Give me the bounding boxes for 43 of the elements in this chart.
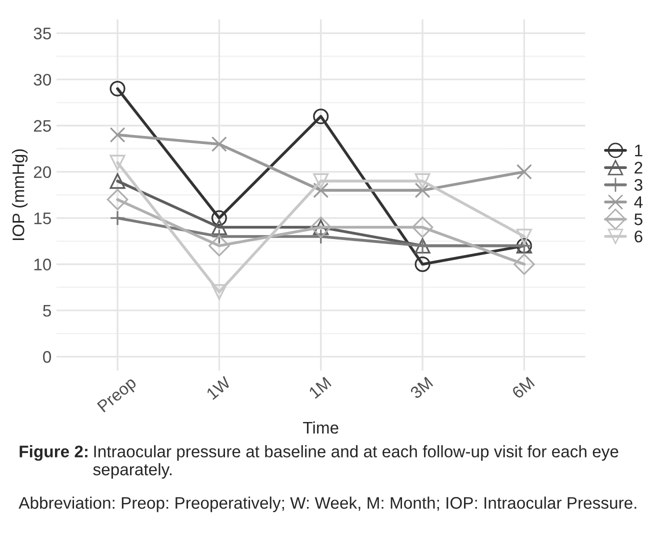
point bbox=[110, 210, 126, 226]
text: Intraocular pressure at baseline and at each follow-up visit for each eye separately. bbox=[93, 445, 618, 479]
x-axis-title: Time bbox=[303, 421, 338, 434]
point bbox=[414, 173, 430, 189]
legend-label: 6 bbox=[634, 230, 642, 242]
point bbox=[208, 235, 230, 256]
point bbox=[313, 182, 329, 198]
y-tick-label: 30 bbox=[34, 74, 52, 86]
point bbox=[514, 254, 535, 275]
point bbox=[211, 136, 227, 152]
y-tick-label: 0 bbox=[43, 351, 52, 363]
point bbox=[110, 154, 126, 170]
y-tick-label: 25 bbox=[34, 120, 51, 132]
point bbox=[110, 127, 126, 143]
x-tick-label: 6M bbox=[511, 376, 535, 400]
legend-label: 1 bbox=[635, 144, 642, 156]
point bbox=[516, 228, 532, 244]
point bbox=[313, 108, 329, 124]
point bbox=[106, 188, 128, 210]
y-axis-title: IOP (mmHg) bbox=[12, 149, 28, 240]
point bbox=[211, 219, 227, 236]
legend-label: 3 bbox=[634, 179, 642, 191]
y-tick-label: 15 bbox=[34, 212, 51, 224]
y-tick-label: 35 bbox=[34, 28, 51, 40]
legend-label: 2 bbox=[634, 162, 642, 174]
legend-label: 5 bbox=[634, 214, 642, 226]
point bbox=[110, 80, 126, 96]
x-tick-label: 1M bbox=[308, 376, 332, 399]
point bbox=[110, 173, 126, 189]
text: Abbreviation: Preop: Preoperatively; W: Week, M: Month; IOP: Intraocular Pressure. bbox=[18, 496, 636, 512]
legend-label: 4 bbox=[634, 196, 643, 208]
caption: Figure 2: bbox=[20, 445, 88, 461]
point bbox=[414, 256, 430, 272]
point bbox=[412, 216, 434, 238]
point bbox=[313, 173, 329, 189]
y-tick-label: 5 bbox=[43, 305, 51, 317]
y-tick-label: 10 bbox=[34, 258, 52, 270]
x-tick-label: 3M bbox=[409, 376, 434, 400]
x-tick-label: 1W bbox=[206, 376, 232, 400]
point bbox=[211, 210, 227, 226]
point bbox=[211, 284, 227, 300]
y-tick-label: 20 bbox=[34, 166, 52, 178]
point bbox=[516, 164, 532, 180]
